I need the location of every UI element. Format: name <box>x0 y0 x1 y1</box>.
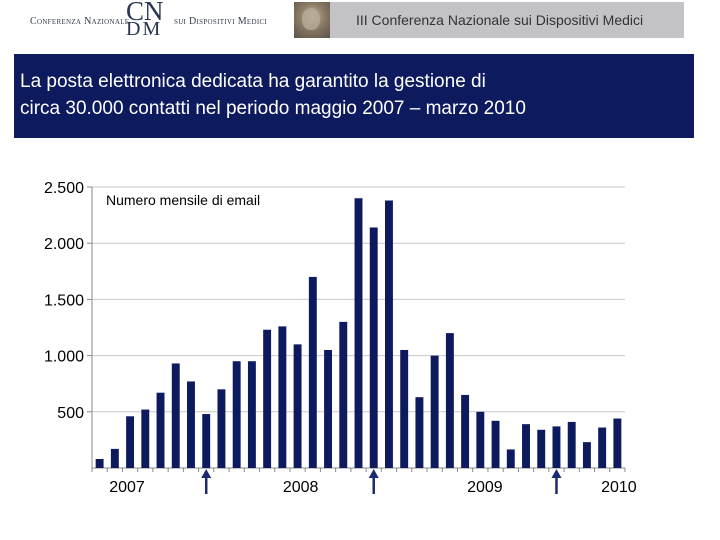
bar <box>476 411 485 468</box>
x-year-label: 2010 <box>601 479 637 496</box>
bars <box>95 198 622 469</box>
bar <box>537 429 546 468</box>
bar <box>324 349 333 468</box>
bar <box>522 424 530 468</box>
logo-dm-letters: DM <box>126 18 163 40</box>
bar <box>369 227 378 468</box>
y-tick-label: 2.500 <box>44 180 84 197</box>
conference-banner: III Conferenza Nazionale sui Dispositivi… <box>294 2 684 38</box>
bar <box>552 426 561 468</box>
bar <box>171 363 180 468</box>
y-tick-label: 1.500 <box>44 292 84 309</box>
bar <box>217 389 226 468</box>
slide-title: La posta elettronica dedicata ha garanti… <box>20 71 526 119</box>
bar <box>354 198 363 469</box>
bar <box>445 333 454 468</box>
logo-cn-letters: CN <box>126 0 164 26</box>
bar <box>187 381 195 468</box>
conference-logo: Conferenza Nazionale CN DM sui Dispositi… <box>30 0 290 44</box>
bar <box>126 416 135 468</box>
bar <box>400 349 409 468</box>
bar <box>430 355 439 468</box>
bar <box>461 394 470 468</box>
x-year-label: 2007 <box>109 479 145 496</box>
bar <box>582 442 591 468</box>
header: Conferenza Nazionale CN DM sui Dispositi… <box>0 0 720 48</box>
bar <box>278 326 287 468</box>
bar <box>110 448 119 468</box>
bar <box>491 420 500 468</box>
x-year-label: 2008 <box>283 479 319 496</box>
bar <box>263 329 272 468</box>
arrow-head <box>368 469 379 478</box>
up-arrow-icon <box>551 469 562 494</box>
bar <box>339 321 348 468</box>
up-arrow-icon <box>368 469 379 494</box>
slide-title-box: La posta elettronica dedicata ha garanti… <box>14 54 694 138</box>
y-tick-label: 500 <box>57 405 84 422</box>
banner-title: III Conferenza Nazionale sui Dispositivi… <box>356 12 644 28</box>
monthly-email-bar-chart: 500 1.000 1.500 2.000 2.500 Numero mensile di… <box>44 180 637 496</box>
bar <box>567 421 576 468</box>
bar <box>613 418 622 468</box>
chart-annotation: Numero mensile di email <box>106 192 260 208</box>
labels: 500 1.000 1.500 2.000 2.500 Numero mensile di… <box>44 180 637 496</box>
bar <box>95 459 104 468</box>
bar <box>308 276 317 468</box>
up-arrow-icon <box>201 469 212 494</box>
arrow-head <box>201 469 212 478</box>
logo-right-text: sui Dispositivi Medici <box>174 16 268 27</box>
bar <box>232 361 241 468</box>
bar <box>384 200 393 468</box>
banner-portrait-image <box>294 2 330 38</box>
bar <box>247 361 256 468</box>
bar <box>506 449 515 468</box>
y-tick-label: 1.000 <box>44 349 84 366</box>
arrow-head <box>551 469 562 478</box>
bar <box>202 414 211 468</box>
bar <box>293 344 302 468</box>
bar <box>156 392 165 468</box>
logo-left-text: Conferenza Nazionale <box>30 16 130 27</box>
y-tick-label: 2.000 <box>44 236 84 253</box>
bar <box>598 427 607 468</box>
bar <box>415 397 424 468</box>
x-year-label: 2009 <box>467 479 503 496</box>
bar <box>141 409 150 468</box>
